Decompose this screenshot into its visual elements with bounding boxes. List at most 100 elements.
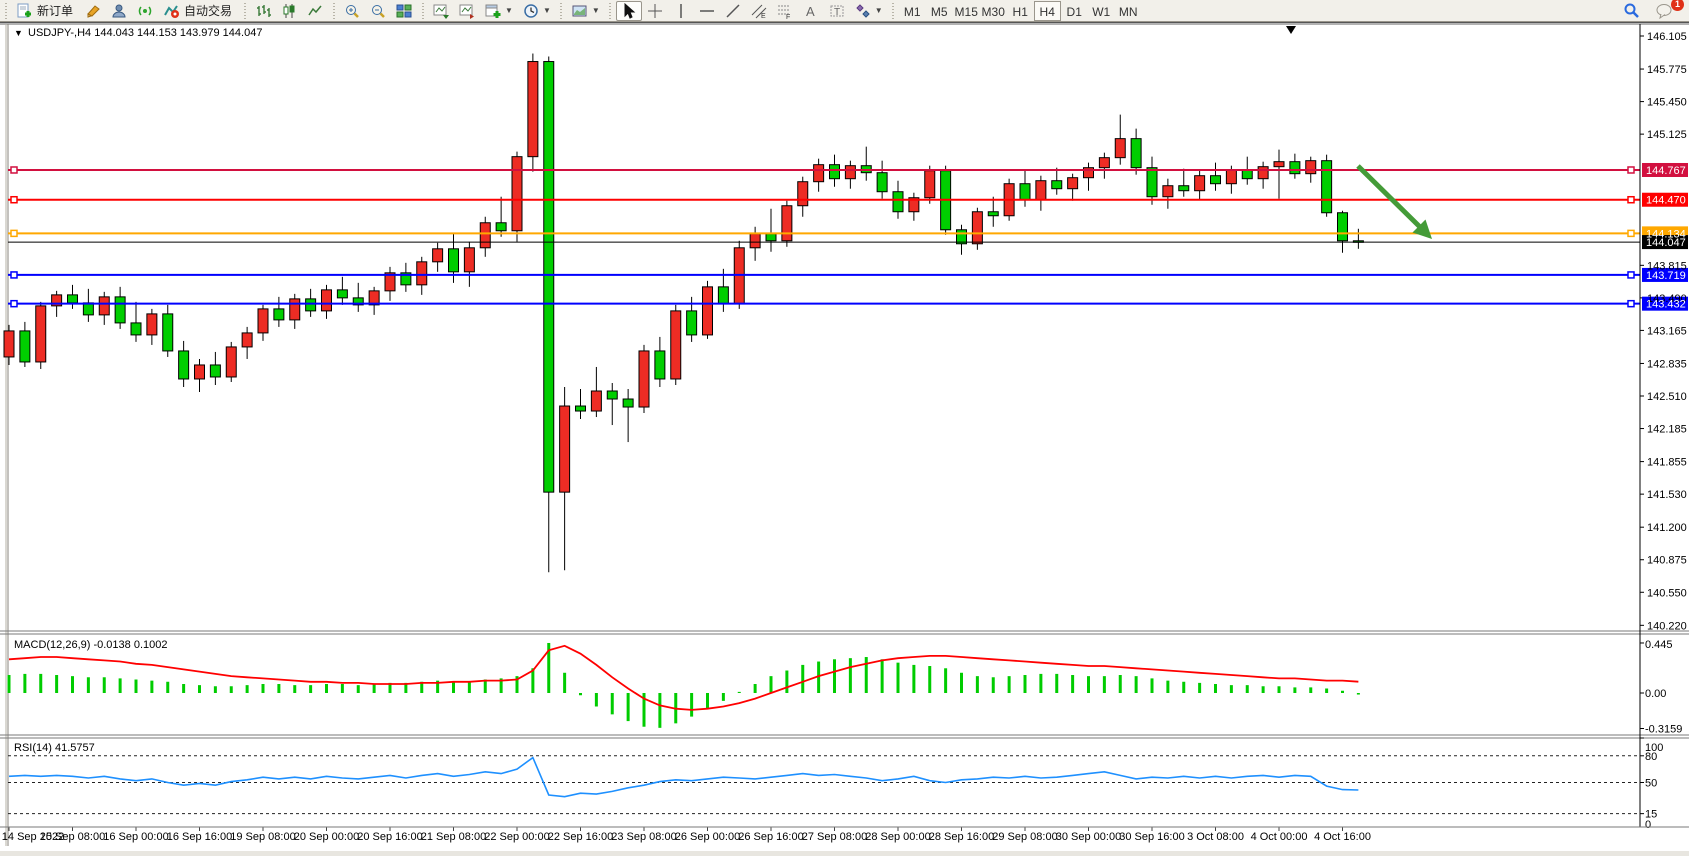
candle — [1210, 175, 1221, 185]
candle — [1241, 169, 1253, 180]
candle — [1305, 160, 1317, 175]
notification-badge: 1 — [1671, 0, 1684, 11]
search-button[interactable] — [1618, 1, 1645, 21]
trendline-tool-button[interactable] — [720, 1, 746, 21]
crosshair-tool-button[interactable] — [642, 1, 668, 21]
price-tick-label: 145.775 — [1647, 64, 1687, 76]
candlestick-chart-button[interactable] — [276, 1, 302, 21]
candle — [797, 181, 809, 207]
new-order-button[interactable]: 新订单 — [11, 1, 80, 21]
price-chart[interactable]: 146.105 145.775 145.450 145.125 143.815 143.4… — [0, 23, 1689, 851]
tile-windows-button[interactable] — [391, 1, 417, 21]
time-label: 29 Sep 08:00 — [992, 831, 1057, 843]
candle — [749, 233, 761, 249]
chat-button[interactable]: 1 — [1651, 0, 1684, 21]
candle — [813, 164, 825, 183]
line-handle[interactable] — [1627, 229, 1635, 238]
chart-template-button[interactable]: ▼ — [567, 1, 605, 21]
candle — [130, 322, 142, 336]
highlighter-button[interactable] — [80, 1, 106, 21]
macd-tick-label: -0.3159 — [1645, 724, 1682, 736]
new-template-button[interactable]: ▼ — [480, 1, 518, 21]
line-handle[interactable] — [1627, 166, 1635, 174]
toolbar-grip[interactable] — [420, 2, 426, 19]
toolbar-grip[interactable] — [607, 2, 613, 19]
line-handle[interactable] — [10, 299, 18, 308]
toolbar-grip[interactable] — [331, 2, 337, 19]
time-axis[interactable] — [8, 827, 1343, 831]
line-chart-button[interactable] — [302, 1, 328, 21]
autotrade-button[interactable]: 自动交易 — [158, 1, 239, 21]
line-handle[interactable] — [10, 271, 18, 279]
zoom-out-button[interactable] — [365, 1, 391, 21]
profile-button[interactable] — [106, 1, 132, 21]
strategy-test-icon — [433, 3, 450, 19]
candle — [638, 350, 650, 408]
strategy-step-button[interactable] — [454, 1, 480, 21]
line-handle[interactable] — [10, 166, 18, 174]
toolbar-grip[interactable] — [890, 2, 896, 19]
time-label: 3 Oct 08:00 — [1187, 831, 1244, 843]
candle — [1257, 166, 1269, 180]
line-handle[interactable] — [1627, 195, 1635, 204]
candle — [1019, 183, 1031, 201]
line-handle[interactable] — [1627, 299, 1635, 308]
timeframe-button-W1[interactable]: W1 — [1092, 4, 1111, 19]
time-label: 28 Sep 16:00 — [929, 831, 994, 843]
candle — [575, 405, 586, 412]
hlines-layer[interactable] — [8, 166, 1640, 308]
toolbar-grip[interactable] — [3, 2, 8, 19]
toolbar-grip[interactable] — [242, 2, 248, 19]
equidistant-channel-tool-button[interactable]: E — [746, 1, 772, 21]
candle — [971, 211, 983, 245]
cursor-tool-button[interactable] — [615, 0, 642, 21]
timeframe-button-M30[interactable]: M30 — [981, 4, 1005, 19]
horizontal-line-tool-button[interactable] — [694, 1, 720, 21]
chart-shift-marker[interactable] — [1286, 26, 1296, 34]
chart-window[interactable]: 146.105 145.775 145.450 145.125 143.815 143.4… — [0, 22, 1689, 851]
time-label: 4 Oct 16:00 — [1314, 831, 1371, 843]
candle — [1146, 167, 1158, 198]
timeframe-button-M1[interactable]: M1 — [903, 4, 921, 19]
bar-chart-button[interactable] — [250, 1, 276, 21]
clock-button[interactable]: ▼ — [518, 1, 556, 21]
candle — [1083, 167, 1094, 179]
candle — [559, 405, 571, 493]
candle — [1114, 138, 1126, 159]
timeframe-button-M5[interactable]: M5 — [930, 4, 948, 19]
candle — [924, 170, 936, 199]
fibonacci-tool-button[interactable]: F — [772, 1, 798, 21]
svg-text:E: E — [761, 13, 766, 19]
line-handle[interactable] — [10, 229, 18, 238]
timeframe-button-H4[interactable]: H4 — [1033, 0, 1061, 21]
timeframe-button-D1[interactable]: D1 — [1066, 4, 1082, 19]
timeframe-button-H1[interactable]: H1 — [1012, 4, 1028, 19]
profile-icon — [111, 3, 127, 19]
candle — [305, 298, 317, 312]
text-tool-button[interactable]: A — [798, 1, 824, 21]
candle — [162, 313, 174, 352]
price-axis[interactable] — [1639, 24, 1688, 828]
candle — [495, 222, 507, 232]
text-label-icon: T — [829, 3, 845, 19]
candle — [590, 390, 602, 412]
strategy-test-button[interactable] — [428, 1, 454, 21]
zoom-in-button[interactable] — [339, 1, 365, 21]
line-handle[interactable] — [1627, 271, 1635, 279]
toolbar-grip[interactable] — [558, 2, 564, 19]
vertical-line-tool-button[interactable] — [668, 1, 694, 21]
shapes-tool-button[interactable]: ▼ — [850, 1, 888, 21]
candle — [892, 191, 904, 213]
autotrade-icon — [163, 3, 180, 19]
signal-button[interactable] — [132, 1, 158, 21]
timeframe-button-MN[interactable]: MN — [1118, 4, 1138, 19]
trend-arrow-annotation[interactable] — [1356, 164, 1432, 239]
time-label: 30 Sep 16:00 — [1119, 831, 1184, 843]
timeframe-button-M15[interactable]: M15 — [954, 4, 978, 19]
time-label: 27 Sep 08:00 — [802, 831, 867, 843]
candle — [1273, 161, 1285, 168]
text-label-tool-button[interactable]: T — [824, 1, 850, 21]
line-handle[interactable] — [10, 195, 18, 204]
new-order-icon — [16, 3, 32, 19]
candle — [1035, 180, 1047, 201]
